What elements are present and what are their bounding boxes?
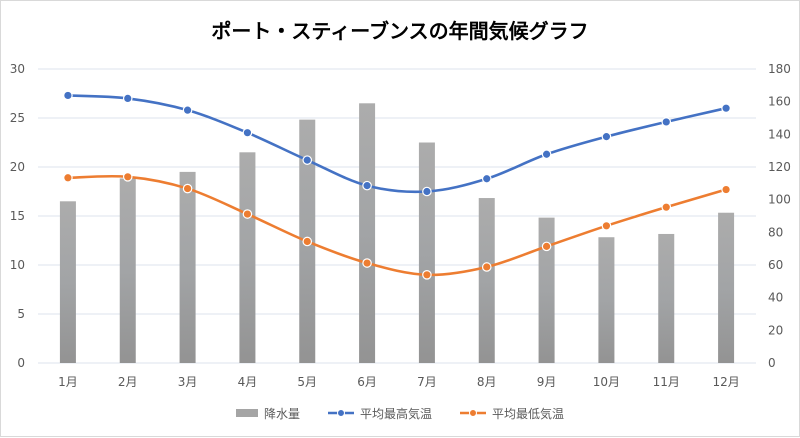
chart-title: ポート・スティーブンスの年間気候グラフ <box>211 19 589 43</box>
left-axis-tick: 10 <box>10 258 25 272</box>
data-point <box>122 93 133 104</box>
data-point <box>721 103 731 113</box>
data-point <box>422 186 432 197</box>
precipitation-bar <box>538 217 555 363</box>
right-axis-tick: 40 <box>768 291 783 305</box>
right-axis-tick: 160 <box>768 95 791 109</box>
data-point <box>362 180 372 191</box>
x-axis-tick: 9月 <box>537 375 557 389</box>
legend-label: 平均最低気温 <box>492 407 565 421</box>
precipitation-bar <box>359 103 376 364</box>
left-axis-tick: 25 <box>10 111 25 125</box>
x-axis-tick: 6月 <box>357 375 377 389</box>
data-point <box>481 173 492 184</box>
data-point <box>302 155 313 165</box>
legend: 降水量 平均最高気温 平均最低気温 <box>1 405 799 422</box>
left-axis-tick: 0 <box>17 356 25 370</box>
data-point <box>63 172 73 183</box>
data-point <box>721 184 731 195</box>
precipitation-bar <box>658 233 675 363</box>
x-axis-tick: 11月 <box>653 375 680 389</box>
legend-label: 平均最高気温 <box>359 407 432 421</box>
right-axis-tick: 180 <box>768 62 791 76</box>
right-axis-tick: 80 <box>768 225 783 239</box>
data-point <box>601 221 612 231</box>
x-axis-tick: 10月 <box>593 375 620 389</box>
right-axis-tick: 20 <box>768 323 783 337</box>
legend-marker <box>460 407 486 421</box>
data-point <box>481 262 492 272</box>
left-axis-tick: 30 <box>10 62 25 76</box>
data-point <box>601 131 612 142</box>
x-axis-tick: 8月 <box>477 375 497 389</box>
data-point <box>63 90 73 101</box>
precipitation-bar <box>59 201 76 363</box>
legend-label: 降水量 <box>263 407 300 421</box>
precipitation-bar <box>598 237 615 363</box>
left-axis-tick: 15 <box>10 209 25 223</box>
precipitation-bar <box>418 142 435 363</box>
data-point <box>242 127 253 138</box>
data-point <box>182 105 193 115</box>
series-line <box>67 94 727 194</box>
data-point <box>242 209 253 219</box>
right-axis-tick: 140 <box>768 127 791 141</box>
x-axis-tick: 4月 <box>238 375 258 389</box>
x-axis-tick: 12月 <box>712 375 739 389</box>
left-axis-tick: 5 <box>17 307 25 321</box>
data-point <box>661 202 672 212</box>
x-axis-tick: 3月 <box>178 375 198 389</box>
right-axis-tick: 120 <box>768 160 791 174</box>
legend-marker <box>327 407 354 421</box>
right-axis-tick: 60 <box>768 258 783 272</box>
data-point <box>541 149 552 160</box>
legend-item: 平均最低気温 <box>460 405 564 422</box>
data-point <box>422 269 432 280</box>
data-point <box>541 241 552 252</box>
data-point <box>182 183 193 194</box>
precipitation-bar <box>478 198 495 363</box>
data-point <box>362 258 372 268</box>
right-axis-tick: 0 <box>768 356 776 370</box>
left-axis-tick: 20 <box>10 160 25 174</box>
data-point <box>661 117 672 127</box>
x-axis-tick: 2月 <box>118 375 138 389</box>
x-axis-tick: 1月 <box>58 375 78 389</box>
x-axis-tick: 5月 <box>297 375 317 389</box>
precipitation-bar <box>239 152 256 363</box>
precipitation-bar <box>718 212 735 363</box>
x-axis-tick: 7月 <box>417 375 437 389</box>
precipitation-bar <box>119 178 136 363</box>
precipitation-bar <box>179 171 196 363</box>
data-point <box>122 172 133 182</box>
right-axis-tick: 100 <box>768 193 791 207</box>
legend-item: 平均最高気温 <box>327 405 432 422</box>
legend-marker <box>235 407 258 421</box>
legend-item: 降水量 <box>235 405 300 422</box>
data-point <box>302 236 313 247</box>
